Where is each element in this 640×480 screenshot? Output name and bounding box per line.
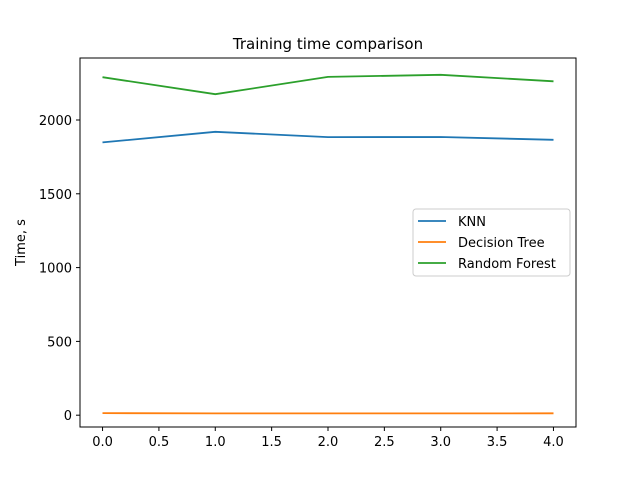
y-tick-label: 2000 xyxy=(39,114,72,129)
x-tick-label: 1.5 xyxy=(261,435,282,450)
series-layer xyxy=(102,73,554,415)
y-tick-label: 1500 xyxy=(39,188,72,203)
series-line-knn xyxy=(102,130,554,144)
chart-title: Training time comparison xyxy=(232,35,423,53)
legend: KNN Decision Tree Random Forest xyxy=(412,208,571,277)
x-tick-label: 0.0 xyxy=(92,435,113,450)
x-tick-label: 2.0 xyxy=(318,435,339,450)
y-axis: 0 500 1000 1500 2000 xyxy=(39,114,80,424)
y-tick-label: 0 xyxy=(64,409,72,424)
x-tick-label: 3.0 xyxy=(430,435,451,450)
legend-box xyxy=(412,208,571,277)
x-tick-label: 2.5 xyxy=(374,435,395,450)
y-tick-label: 500 xyxy=(47,335,72,350)
legend-label: Random Forest xyxy=(458,257,556,272)
y-tick-label: 1000 xyxy=(39,262,72,277)
x-tick-label: 4.0 xyxy=(543,435,564,450)
x-tick-label: 3.5 xyxy=(487,435,508,450)
x-tick-label: 0.5 xyxy=(149,435,170,450)
y-axis-label: Time, s xyxy=(14,219,29,267)
series-line-random-forest xyxy=(102,73,554,96)
legend-label: Decision Tree xyxy=(458,236,545,251)
axes-frame xyxy=(79,57,577,428)
x-axis: 0.0 0.5 1.0 1.5 2.0 2.5 3.0 3.5 4.0 xyxy=(92,427,564,450)
x-tick-label: 1.0 xyxy=(205,435,226,450)
legend-label: KNN xyxy=(458,215,486,230)
